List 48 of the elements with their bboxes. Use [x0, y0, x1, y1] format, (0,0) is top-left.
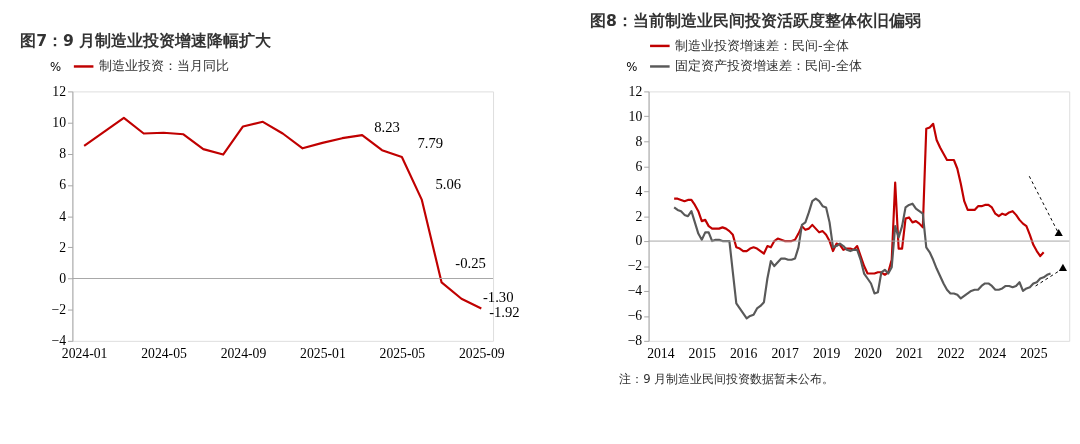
y-tick-label: 2 [59, 239, 67, 255]
x-tick-label: 2019 [812, 345, 841, 361]
y-tick-label: −4 [627, 283, 643, 299]
y-tick-label: 4 [635, 183, 643, 199]
x-tick-label: 2024 [978, 345, 1007, 361]
text: 注：9 月制造业民间投资数据暂未公布。 [619, 371, 835, 386]
x-tick-label: 2024-09 [220, 345, 267, 361]
legend-label: 制造业投资增速差：民间-全体 [675, 37, 849, 53]
legend-label: 固定资产投资增速差：民间-全体 [675, 58, 862, 74]
x-tick-label: 2015 [688, 345, 717, 361]
x-tick-label: 2025-09 [458, 345, 505, 361]
chart-title: 图7：9 月制造业投资增速降幅扩大 [20, 31, 273, 51]
y-tick-label: 12 [52, 83, 67, 99]
x-tick-label: 2014 [647, 345, 675, 361]
data-label: -1.92 [489, 304, 520, 321]
y-tick-label: 10 [52, 115, 67, 130]
x-tick-label: 2021 [895, 345, 924, 361]
legend-label: 制造业投资：当月同比 [98, 58, 229, 74]
data-label: -0.25 [455, 254, 486, 271]
x-tick-label: 2022 [937, 345, 965, 361]
y-tick-label: −6 [627, 308, 643, 324]
x-tick-label: 2016 [730, 345, 758, 361]
y-tick-label: −2 [627, 258, 643, 274]
y-tick-label: 4 [59, 208, 67, 224]
data-label: 5.06 [435, 175, 462, 192]
y-tick-label: 0 [59, 270, 67, 286]
y-tick-label: 12 [628, 83, 643, 99]
y-tick-label: 0 [635, 233, 643, 249]
data-label: -1.30 [482, 288, 514, 305]
x-tick-label: 2017 [771, 345, 799, 361]
y-axis-title: % [626, 60, 638, 75]
x-tick-label: 2024-05 [141, 345, 188, 361]
x-tick-label: 2020 [854, 345, 882, 361]
y-tick-label: 8 [635, 133, 643, 149]
y-tick-label: 10 [628, 108, 643, 124]
y-tick-label: 6 [59, 177, 67, 193]
y-tick-label: −2 [51, 302, 67, 318]
x-tick-label: 2025 [1020, 345, 1048, 361]
y-tick-label: −8 [627, 333, 643, 349]
x-tick-label: 2025-01 [300, 345, 346, 361]
y-axis-title: % [50, 60, 62, 75]
y-tick-label: 6 [635, 158, 643, 174]
x-tick-label: 2025-05 [379, 345, 426, 361]
y-tick-label: 2 [635, 208, 643, 224]
data-label: 8.23 [374, 118, 400, 135]
chart-title: 图8：当前制造业民间投资活跃度整体依旧偏弱 [589, 10, 921, 30]
y-tick-label: 8 [59, 146, 67, 162]
data-label: 7.79 [417, 135, 444, 152]
